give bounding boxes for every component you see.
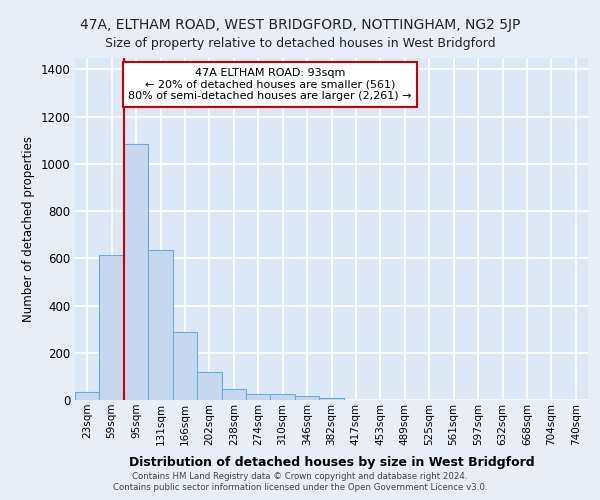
X-axis label: Distribution of detached houses by size in West Bridgford: Distribution of detached houses by size … — [128, 456, 535, 469]
Text: 47A, ELTHAM ROAD, WEST BRIDGFORD, NOTTINGHAM, NG2 5JP: 47A, ELTHAM ROAD, WEST BRIDGFORD, NOTTIN… — [80, 18, 520, 32]
Text: 47A ELTHAM ROAD: 93sqm
← 20% of detached houses are smaller (561)
80% of semi-de: 47A ELTHAM ROAD: 93sqm ← 20% of detached… — [128, 68, 412, 101]
Bar — [221, 388, 246, 400]
Bar — [271, 394, 295, 400]
Bar — [173, 332, 197, 400]
Text: Size of property relative to detached houses in West Bridgford: Size of property relative to detached ho… — [104, 38, 496, 51]
Y-axis label: Number of detached properties: Number of detached properties — [22, 136, 35, 322]
Bar — [197, 372, 221, 400]
Bar — [148, 250, 173, 400]
Bar — [124, 144, 148, 400]
Text: Contains public sector information licensed under the Open Government Licence v3: Contains public sector information licen… — [113, 484, 487, 492]
Bar — [75, 392, 100, 400]
Text: Contains HM Land Registry data © Crown copyright and database right 2024.: Contains HM Land Registry data © Crown c… — [132, 472, 468, 481]
Bar — [319, 398, 344, 400]
Bar — [100, 254, 124, 400]
Bar — [246, 394, 271, 400]
Bar — [295, 396, 319, 400]
